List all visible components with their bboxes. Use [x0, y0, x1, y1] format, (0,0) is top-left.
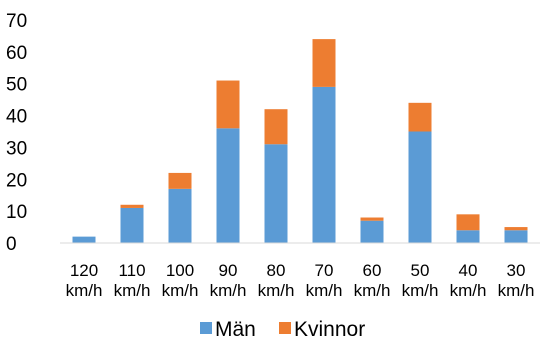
x-tick-label: km/h — [66, 281, 103, 300]
x-tick-label: 120 — [70, 261, 98, 280]
bar-kvinnor-7 — [408, 102, 432, 132]
bar-kvinnor-6 — [360, 217, 384, 221]
x-tick-label: 70 — [315, 261, 334, 280]
bar-man-5 — [312, 86, 336, 244]
y-tick-label: 10 — [6, 202, 27, 223]
bar-man-9 — [504, 230, 528, 243]
bar-area — [72, 39, 528, 244]
y-tick-label: 30 — [6, 138, 27, 159]
x-tick-label: 90 — [219, 261, 238, 280]
bar-man-8 — [456, 230, 480, 243]
bar-kvinnor-9 — [504, 227, 528, 231]
x-axis: 120km/h110km/h100km/h90km/h80km/h70km/h6… — [66, 261, 535, 300]
y-tick-label: 20 — [6, 170, 27, 191]
x-tick-label: km/h — [498, 281, 535, 300]
y-tick-label: 50 — [6, 75, 27, 96]
x-tick-label: 40 — [459, 261, 478, 280]
legend: Män Kvinnor — [200, 318, 365, 341]
bar-man-0 — [72, 236, 96, 243]
y-axis: 0 10 20 30 40 50 60 70 — [6, 11, 27, 255]
bar-man-1 — [120, 207, 144, 243]
x-tick-label: km/h — [306, 281, 343, 300]
x-tick-label: 80 — [267, 261, 286, 280]
x-tick-label: 110 — [118, 261, 145, 280]
y-tick-label: 60 — [6, 43, 27, 64]
bar-kvinnor-4 — [264, 109, 288, 145]
bar-man-7 — [408, 131, 432, 243]
x-tick-label: km/h — [450, 281, 487, 300]
x-tick-label: km/h — [354, 281, 391, 300]
legend-label: Män — [215, 318, 256, 341]
x-tick-label: km/h — [402, 281, 439, 300]
bar-kvinnor-1 — [120, 204, 144, 208]
bar-kvinnor-3 — [216, 80, 240, 129]
x-tick-label: 100 — [166, 261, 194, 280]
x-tick-label: km/h — [258, 281, 295, 300]
x-tick-label: km/h — [210, 281, 247, 300]
x-tick-label: km/h — [162, 281, 199, 300]
legend-swatch — [200, 322, 212, 334]
legend-label: Kvinnor — [294, 318, 365, 341]
y-tick-label: 40 — [6, 107, 27, 128]
bar-man-3 — [216, 128, 240, 243]
x-tick-label: 50 — [411, 261, 430, 280]
y-tick-label: 70 — [6, 11, 27, 32]
bar-man-6 — [360, 220, 384, 243]
bar-man-2 — [168, 188, 192, 243]
bar-man-4 — [264, 144, 288, 243]
y-tick-label: 0 — [6, 234, 17, 255]
x-tick-label: 60 — [363, 261, 382, 280]
bar-kvinnor-8 — [456, 214, 480, 231]
x-tick-label: 30 — [507, 261, 526, 280]
bar-kvinnor-5 — [312, 39, 336, 87]
legend-swatch — [279, 322, 291, 334]
bar-kvinnor-2 — [168, 172, 192, 189]
x-tick-label: km/h — [114, 281, 151, 300]
